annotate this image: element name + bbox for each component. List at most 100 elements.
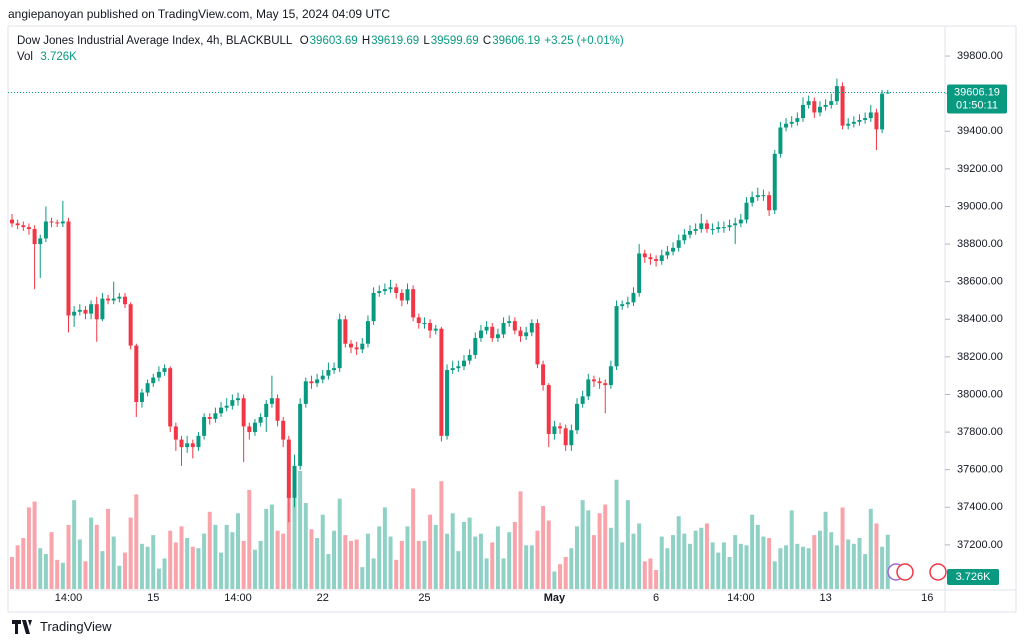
- volume-bar: [416, 540, 421, 589]
- volume-row: Vol 3.726K: [17, 49, 625, 65]
- candle-body: [597, 381, 602, 384]
- volume-bar: [89, 517, 94, 589]
- candle-body: [77, 309, 82, 312]
- candle-body: [139, 392, 144, 402]
- x-tick-label: 14:00: [224, 592, 252, 604]
- volume-bar: [433, 524, 438, 589]
- legend: Dow Jones Industrial Average Index, 4h, …: [17, 33, 625, 65]
- candle-body: [665, 251, 670, 256]
- volume-bar: [885, 534, 890, 589]
- candle-body: [648, 257, 653, 260]
- volume-bar: [767, 538, 772, 589]
- candle-body: [145, 383, 150, 393]
- candle-body: [676, 240, 681, 248]
- volume-bar: [185, 538, 190, 589]
- x-tick-label: May: [544, 592, 566, 604]
- candle-body: [72, 311, 77, 316]
- volume-bar: [94, 524, 99, 589]
- candle-body: [21, 225, 26, 228]
- candle-body: [247, 426, 252, 433]
- candle-body: [405, 289, 410, 301]
- volume-bar: [823, 511, 828, 589]
- volume-bar: [575, 526, 579, 589]
- candle-body: [738, 219, 743, 224]
- candle-body: [196, 435, 201, 448]
- volume-bar: [365, 533, 370, 589]
- candle-body: [868, 112, 873, 119]
- volume-bar: [642, 561, 647, 589]
- candle-body: [829, 101, 834, 105]
- volume-bar: [151, 535, 156, 589]
- candle-body: [179, 439, 184, 448]
- volume-bar: [817, 530, 822, 589]
- volume-bar: [721, 542, 726, 589]
- candle-body: [89, 304, 94, 314]
- candle-body: [32, 229, 37, 245]
- candle-body: [173, 426, 178, 440]
- candle-body: [840, 86, 845, 126]
- volume-bar: [349, 540, 353, 589]
- volume-bar: [682, 533, 687, 589]
- volume-bar: [26, 507, 31, 589]
- volume-bar: [422, 540, 427, 589]
- volume-bar: [394, 559, 399, 589]
- candle-body: [292, 465, 297, 498]
- candle-body: [699, 223, 704, 230]
- candle-body: [591, 379, 596, 382]
- y-tick-label: 37600.00: [957, 464, 1003, 476]
- y-tick-label: 37200.00: [957, 539, 1003, 551]
- volume-bar: [834, 545, 839, 589]
- candle-body: [264, 403, 269, 418]
- volume-bar: [60, 562, 65, 589]
- volume-bar: [665, 548, 670, 589]
- candle-body: [38, 238, 43, 245]
- candle-body: [320, 375, 325, 380]
- candle-body: [558, 426, 563, 429]
- volume-bar: [552, 571, 557, 589]
- flag-icon[interactable]: [929, 563, 947, 581]
- candle-body: [224, 405, 229, 408]
- candle-body: [682, 234, 687, 241]
- y-tick-label: 38600.00: [957, 276, 1003, 288]
- volume-bar: [868, 508, 873, 589]
- candle-body: [219, 407, 224, 414]
- volume-bar: [620, 542, 625, 589]
- volume-bar: [106, 508, 111, 589]
- x-tick-label: 13: [819, 592, 831, 604]
- volume-bar: [377, 526, 382, 589]
- volume-bar: [529, 545, 534, 589]
- volume-bar: [608, 527, 613, 589]
- volume-bar: [738, 543, 743, 589]
- candle-body: [309, 381, 314, 384]
- candle-body: [371, 292, 376, 322]
- volume-bar: [309, 529, 314, 589]
- volume-bar: [264, 508, 269, 589]
- volume-bar: [162, 558, 167, 589]
- volume-bar: [863, 554, 868, 589]
- volume-bar: [507, 532, 512, 589]
- volume-bar: [563, 556, 568, 589]
- candle-body: [450, 368, 455, 371]
- volume-bar: [840, 507, 845, 589]
- ohlc-value: 39599.69: [430, 35, 479, 47]
- candle-body: [761, 195, 766, 197]
- volume-bar: [139, 543, 144, 589]
- candle-body: [275, 398, 280, 421]
- x-tick-label: 14:00: [727, 592, 755, 604]
- x-tick-label: 25: [418, 592, 430, 604]
- price-tag: [947, 84, 1007, 114]
- volume-bar: [32, 501, 37, 589]
- volume-bar: [275, 530, 280, 589]
- candle-body: [467, 354, 472, 361]
- chart-frame: [7, 25, 1017, 613]
- candle-body: [332, 368, 337, 371]
- volume-bar: [332, 530, 337, 589]
- candle-body: [580, 396, 585, 404]
- candle-body: [230, 400, 235, 406]
- footer: TradingView: [12, 619, 112, 634]
- candle-body: [688, 230, 692, 235]
- y-tick-label: 39000.00: [957, 200, 1003, 212]
- flag-icon[interactable]: [896, 563, 914, 581]
- volume-bar: [744, 545, 749, 589]
